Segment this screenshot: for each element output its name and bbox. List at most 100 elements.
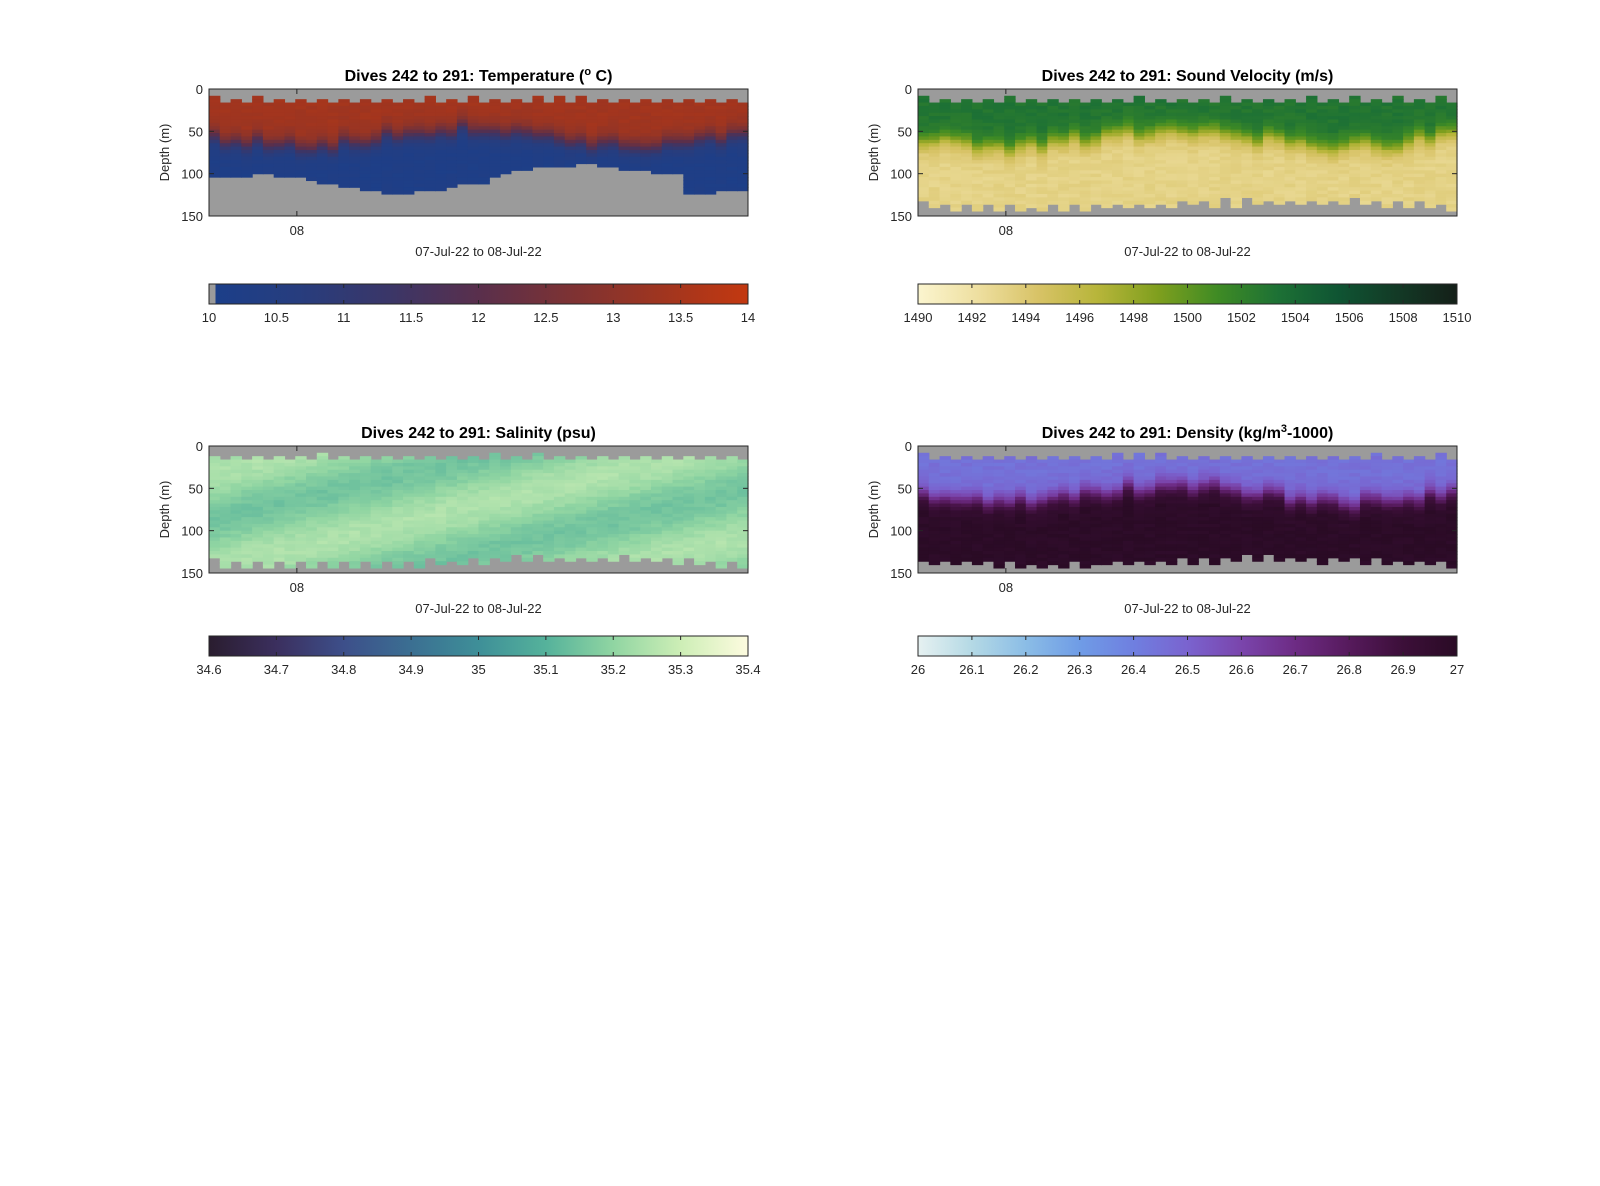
- heatmap-cell: [1165, 139, 1178, 144]
- heatmap-cell: [1079, 122, 1092, 127]
- heatmap-cell: [1338, 133, 1350, 138]
- heatmap-cell: [316, 166, 329, 171]
- heatmap-cell: [359, 136, 372, 141]
- heatmap-cell: [1025, 129, 1038, 134]
- heatmap-cell: [971, 163, 984, 168]
- heatmap-cell: [597, 510, 609, 515]
- heatmap-cell: [928, 500, 941, 505]
- heatmap-cell: [252, 476, 264, 481]
- heatmap-cell: [939, 473, 951, 478]
- heatmap-cell: [1446, 105, 1458, 110]
- heatmap-cell: [1144, 153, 1156, 158]
- heatmap-cell: [982, 126, 995, 131]
- heatmap-cell: [1338, 119, 1350, 124]
- heatmap-cell: [640, 149, 652, 154]
- heatmap-cell: [392, 180, 404, 185]
- heatmap-cell: [413, 517, 426, 522]
- heatmap-cell: [629, 517, 641, 522]
- heatmap-cell: [704, 99, 717, 104]
- heatmap-cell: [1219, 146, 1232, 151]
- heatmap-cell: [737, 564, 749, 569]
- heatmap-cell: [284, 550, 296, 555]
- heatmap-cell: [446, 160, 458, 165]
- heatmap-cell: [349, 170, 361, 175]
- heatmap-cell: [500, 500, 512, 505]
- heatmap-cell: [532, 500, 544, 505]
- heatmap-cell: [1144, 149, 1156, 154]
- heatmap-cell: [715, 534, 728, 539]
- heatmap-cell: [1209, 119, 1221, 124]
- heatmap-cell: [1036, 537, 1048, 542]
- heatmap-cell: [435, 537, 447, 542]
- heatmap-cell: [726, 547, 738, 552]
- heatmap-cell: [230, 153, 242, 158]
- heatmap-cell: [1090, 102, 1102, 107]
- heatmap-cell: [575, 473, 587, 478]
- heatmap-cell: [650, 160, 663, 165]
- heatmap-cell: [683, 554, 695, 559]
- heatmap-cell: [392, 462, 404, 467]
- heatmap-cell: [928, 496, 941, 501]
- colorbar-tick-label: 13.5: [668, 310, 693, 325]
- heatmap-cell: [1144, 163, 1156, 168]
- heatmap-cell: [564, 503, 577, 508]
- heatmap-cell: [1090, 557, 1102, 562]
- heatmap-cell: [1025, 496, 1038, 501]
- heatmap-cell: [939, 503, 951, 508]
- heatmap-cell: [1446, 197, 1458, 202]
- heatmap-cell: [1295, 102, 1307, 107]
- heatmap-cell: [252, 126, 264, 131]
- heatmap-cell: [1413, 160, 1426, 165]
- heatmap-cell: [392, 160, 404, 165]
- heatmap-cell: [939, 170, 951, 175]
- heatmap-cell: [704, 160, 717, 165]
- heatmap-cell: [672, 469, 684, 474]
- heatmap-cell: [650, 483, 663, 488]
- heatmap-cell: [1327, 163, 1340, 168]
- heatmap-cell: [1187, 193, 1199, 198]
- heatmap-cell: [607, 146, 620, 151]
- heatmap-cell: [1403, 166, 1415, 171]
- heatmap-cell: [939, 160, 951, 165]
- heatmap-cell: [1036, 483, 1048, 488]
- heatmap-cell: [726, 496, 738, 501]
- heatmap-cell: [597, 462, 609, 467]
- heatmap-cell: [1198, 143, 1210, 148]
- heatmap-cell: [661, 510, 674, 515]
- heatmap-cell: [338, 513, 350, 518]
- heatmap-cell: [1025, 133, 1038, 138]
- heatmap-cell: [1273, 190, 1286, 195]
- heatmap-cell: [607, 139, 620, 144]
- heatmap-cell: [1090, 554, 1102, 559]
- heatmap-cell: [284, 462, 296, 467]
- heatmap-cell: [1079, 160, 1092, 165]
- heatmap-cell: [640, 473, 652, 478]
- heatmap-cell: [510, 139, 523, 144]
- heatmap-cell: [694, 102, 706, 107]
- heatmap-cell: [1079, 550, 1092, 555]
- heatmap-cell: [338, 540, 350, 545]
- heatmap-cell: [500, 170, 512, 175]
- heatmap-cell: [543, 102, 555, 107]
- heatmap-cell: [661, 530, 674, 535]
- heatmap-cell: [672, 153, 684, 158]
- heatmap-cell: [370, 523, 383, 528]
- heatmap-cell: [597, 496, 609, 501]
- heatmap-cell: [950, 180, 962, 185]
- heatmap-cell: [1359, 160, 1372, 165]
- heatmap-cell: [672, 149, 684, 154]
- heatmap-cell: [500, 557, 512, 562]
- heatmap-cell: [715, 133, 728, 138]
- heatmap-cell: [672, 537, 684, 542]
- heatmap-cell: [939, 554, 951, 559]
- heatmap-cell: [456, 143, 469, 148]
- heatmap-cell: [273, 540, 286, 545]
- heatmap-cell: [1295, 173, 1307, 178]
- heatmap-cell: [1241, 136, 1253, 141]
- heatmap-cell: [1252, 200, 1264, 205]
- heatmap-cell: [252, 537, 264, 542]
- heatmap-cell: [1316, 122, 1329, 127]
- heatmap-cell: [1252, 129, 1264, 134]
- heatmap-cell: [1025, 540, 1038, 545]
- heatmap-cell: [327, 520, 339, 525]
